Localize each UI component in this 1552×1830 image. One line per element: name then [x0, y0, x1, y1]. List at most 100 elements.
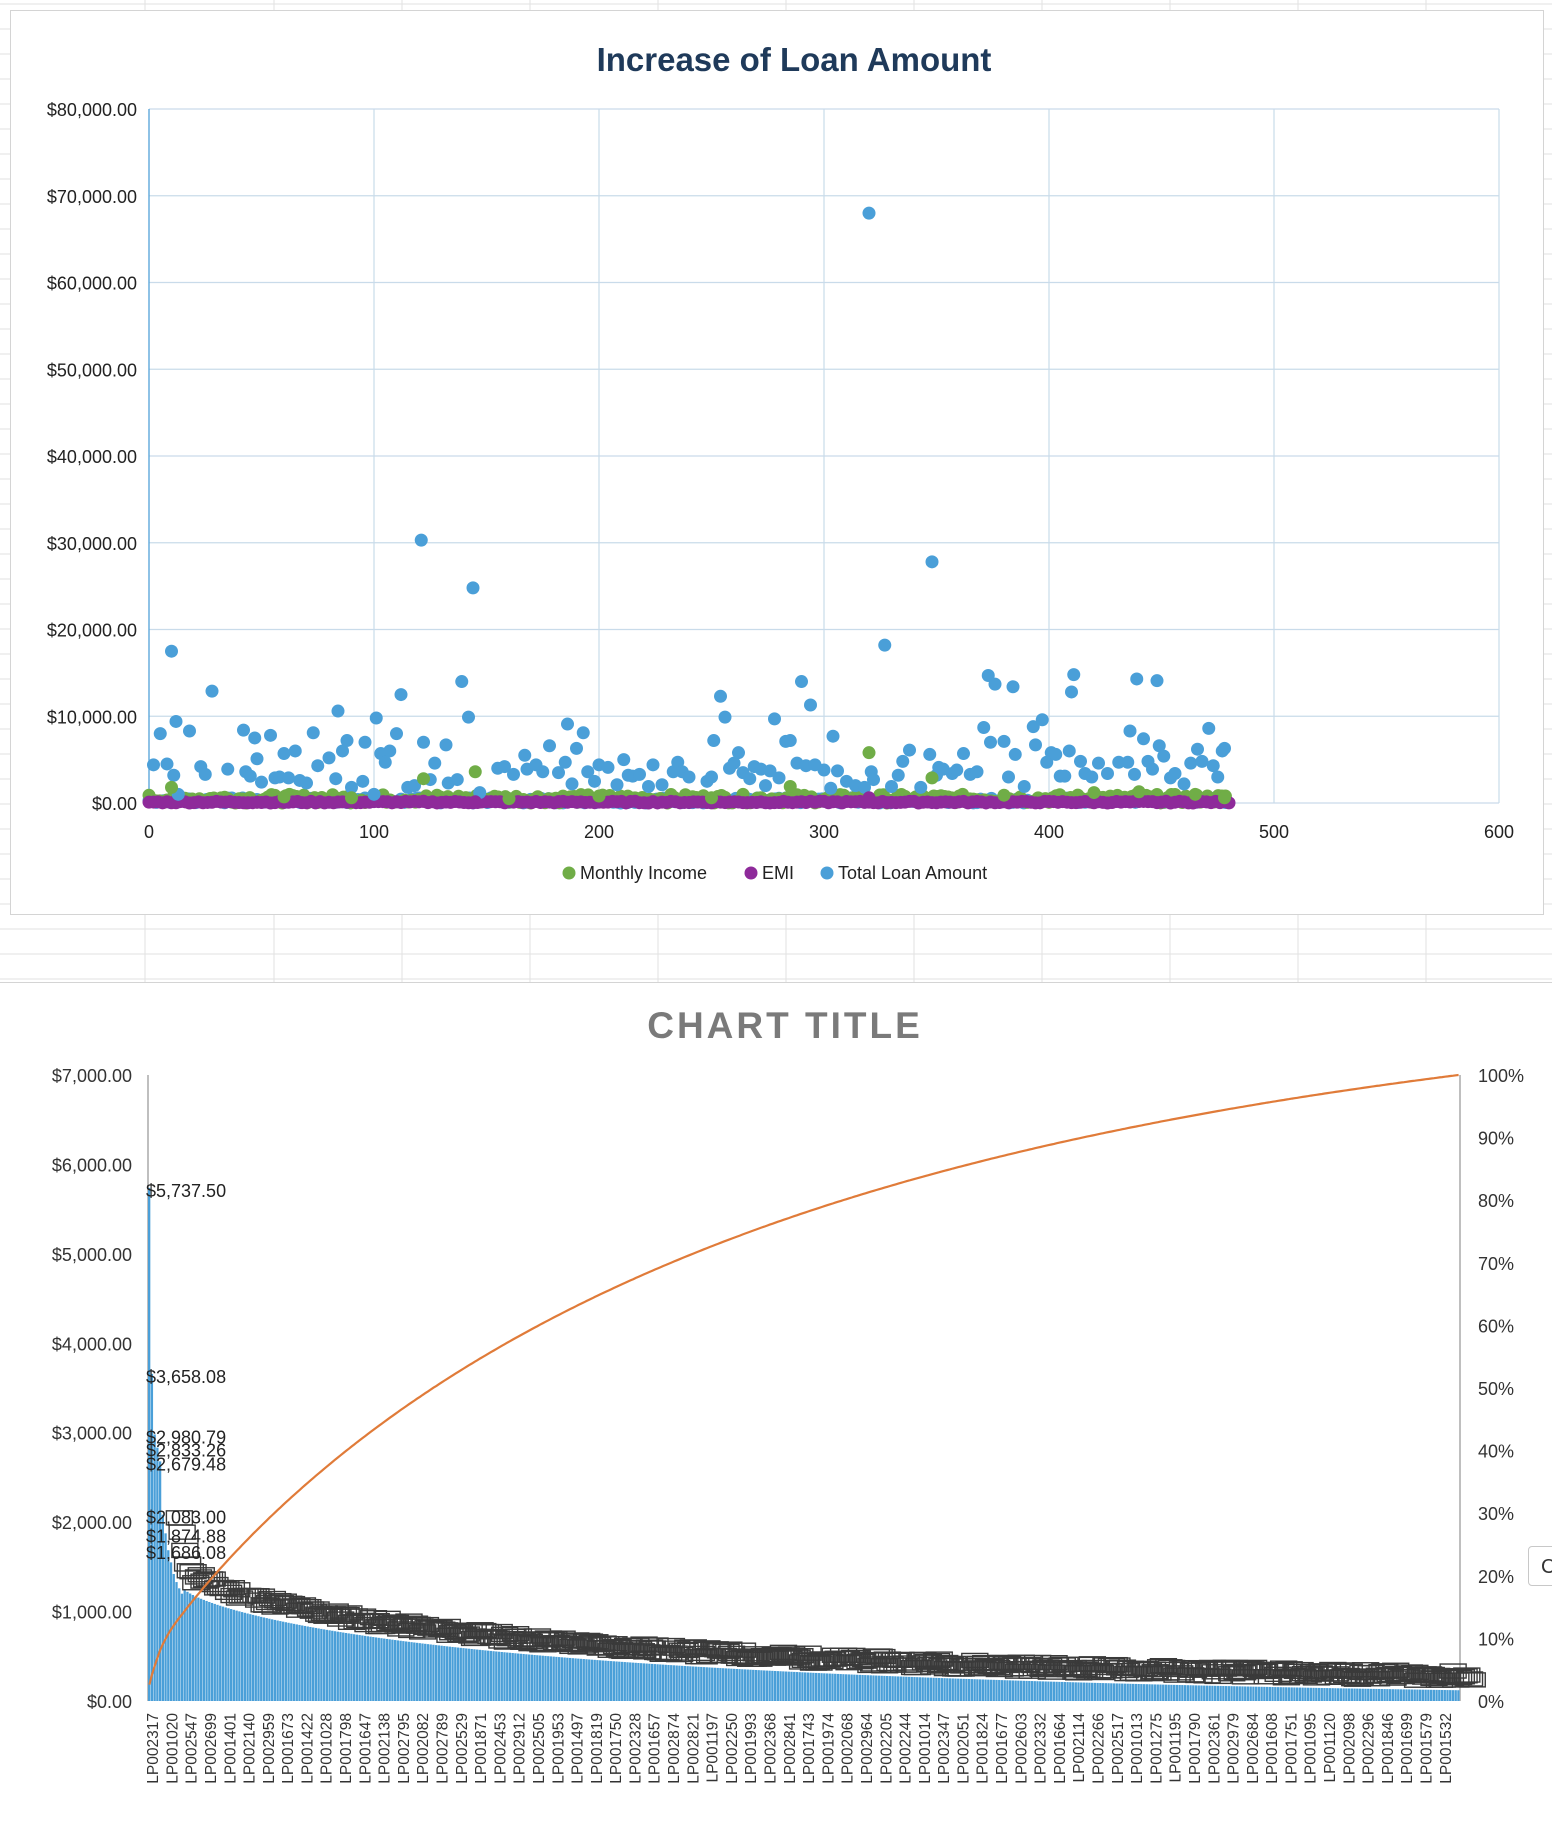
chart1-point-total-loan-amount — [732, 746, 745, 760]
chart2-bar — [369, 1636, 372, 1701]
chart1-point-total-loan-amount — [1074, 754, 1087, 768]
chart1-point-emi — [417, 794, 430, 808]
chart2-bar — [1432, 1689, 1435, 1701]
chart2-bar — [968, 1679, 971, 1701]
chart2-bar — [467, 1648, 471, 1701]
chart2-bar — [1378, 1688, 1381, 1701]
chart2-bar — [948, 1678, 952, 1701]
chart1-point-total-loan-amount — [153, 727, 167, 741]
chart2-bar — [820, 1673, 823, 1701]
chart2-bar — [1424, 1689, 1427, 1701]
chart2-bar — [670, 1665, 673, 1701]
chart2-bar — [1257, 1686, 1261, 1701]
chart2-bar — [221, 1606, 225, 1701]
side-tab[interactable]: C — [1528, 1546, 1552, 1586]
chart1-point-monthly-income — [1218, 791, 1231, 805]
chart2-category-label: LP001197 — [705, 1713, 722, 1783]
chart2-bar — [1315, 1687, 1318, 1701]
chart2-bar — [1107, 1683, 1110, 1701]
chart1-point-total-loan-amount — [565, 777, 579, 791]
chart2-bar — [1290, 1687, 1293, 1701]
chart2-bar — [150, 1373, 154, 1701]
pareto-chart-frame[interactable]: CHART TITLE $0.00 $1,000.00 $2,000.00 $3,000… — [0, 982, 1552, 1825]
chart2-bar — [705, 1667, 708, 1701]
chart2-bar — [1246, 1686, 1250, 1701]
chart2-bar — [309, 1626, 312, 1701]
chart2-category-label: LP001993 — [743, 1713, 760, 1784]
chart2-bar — [478, 1649, 482, 1701]
chart2-category-label: LP001497 — [570, 1713, 587, 1784]
chart1-point-monthly-income — [997, 788, 1011, 802]
chart2-bar — [1009, 1680, 1012, 1701]
chart1-point-total-loan-amount — [1026, 720, 1040, 734]
chart2-data-label-mark — [168, 1524, 196, 1540]
chart2-bar — [749, 1669, 752, 1701]
chart2-bar — [618, 1661, 621, 1701]
chart2-bar — [366, 1636, 369, 1701]
chart1-point-total-loan-amount — [795, 675, 808, 689]
chart2-bar — [1085, 1682, 1088, 1701]
chart2-bar — [290, 1623, 293, 1701]
chart2-bar — [210, 1602, 214, 1701]
chart2-bar — [191, 1595, 195, 1701]
chart2-bar — [246, 1613, 249, 1701]
chart1-point-monthly-income — [1087, 786, 1101, 800]
chart2-bar — [566, 1657, 569, 1701]
chart2-bar — [656, 1664, 659, 1701]
chart2-bar — [596, 1660, 599, 1701]
chart2-category-label: LP001743 — [801, 1713, 818, 1784]
chart2-bar — [1017, 1680, 1020, 1701]
chart2-bar — [1153, 1684, 1157, 1701]
chart2-bar — [902, 1676, 905, 1701]
chart2-bar — [1227, 1686, 1230, 1701]
chart2-bar — [462, 1648, 465, 1701]
chart2-category-label: LP001846 — [1380, 1713, 1397, 1784]
chart2-bar — [1211, 1685, 1214, 1701]
chart1-point-total-loan-amount — [1065, 685, 1078, 699]
chart2-bar — [333, 1631, 337, 1701]
chart1-point-total-loan-amount — [243, 769, 257, 783]
chart2-bar — [782, 1671, 785, 1701]
chart2-bar — [1082, 1682, 1086, 1701]
chart2-bar — [1323, 1688, 1326, 1701]
chart1-point-total-loan-amount — [462, 710, 475, 724]
chart2-bar — [1025, 1680, 1028, 1701]
chart1-point-total-loan-amount — [1177, 777, 1191, 791]
chart1-point-total-loan-amount — [507, 767, 520, 781]
chart1-point-total-loan-amount — [1085, 770, 1099, 784]
chart2-bar — [1268, 1686, 1271, 1701]
chart1-point-monthly-income — [165, 780, 178, 794]
chart1-point-total-loan-amount — [903, 743, 916, 757]
chart2-bar — [1167, 1684, 1170, 1701]
chart1-point-total-loan-amount — [356, 774, 370, 788]
chart2-bar — [738, 1669, 741, 1701]
chart2-bar — [251, 1614, 255, 1701]
pareto-chart: CHART TITLE $0.00 $1,000.00 $2,000.00 $3,000… — [52, 1005, 1524, 1784]
chart2-bar — [399, 1640, 402, 1701]
chart2-category-label: LP001750 — [608, 1713, 625, 1784]
chart2-bar — [230, 1609, 233, 1701]
chart2-bar — [1044, 1681, 1047, 1701]
chart2-bar — [552, 1656, 555, 1701]
chart2-bar — [164, 1533, 167, 1701]
chart2-bar — [347, 1633, 350, 1701]
chart2-bar — [579, 1658, 583, 1701]
chart1-y-tick-label: $50,000.00 — [47, 360, 137, 380]
scatter-chart-frame[interactable]: Increase of Loan Amount $0.00 $10,000.00 $2… — [10, 10, 1544, 915]
chart2-bar — [1170, 1684, 1173, 1701]
chart2-bar — [388, 1639, 391, 1701]
chart2-bar — [992, 1679, 995, 1701]
chart2-bar — [629, 1662, 632, 1701]
chart2-bar — [169, 1562, 173, 1701]
chart2-category-label: LP002841 — [782, 1713, 799, 1784]
chart2-bar — [260, 1616, 263, 1701]
chart2-bar — [194, 1596, 197, 1701]
chart1-point-total-loan-amount — [264, 728, 277, 742]
chart1-point-total-loan-amount — [282, 771, 295, 785]
chart1-point-total-loan-amount — [867, 773, 880, 787]
chart2-data-label: $2,833.26 — [146, 1441, 226, 1461]
chart2-category-label: LP002529 — [454, 1713, 471, 1784]
chart2-bar — [1386, 1689, 1389, 1701]
chart1-point-total-loan-amount — [450, 773, 464, 787]
chart2-bar — [776, 1671, 779, 1701]
